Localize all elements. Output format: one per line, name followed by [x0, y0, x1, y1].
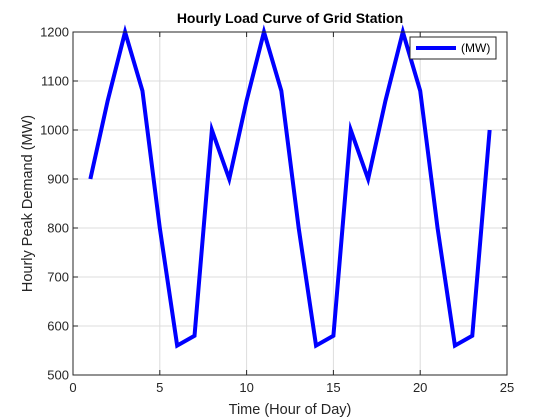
- y-tick-label: 700: [47, 270, 69, 285]
- y-tick-label: 1200: [40, 25, 69, 40]
- legend: (MW): [409, 36, 497, 60]
- series-line: [88, 24, 492, 349]
- series-layer: [88, 24, 492, 349]
- x-tick-label: 15: [326, 380, 340, 395]
- chart-title: Hourly Load Curve of Grid Station: [177, 10, 403, 26]
- y-tick-label: 600: [47, 319, 69, 334]
- x-axis-title: Time (Hour of Day): [229, 402, 352, 418]
- plot-frame: [72, 31, 508, 376]
- y-tick-label: 800: [47, 221, 69, 236]
- y-tick-label: 500: [47, 368, 69, 383]
- x-tick-label: 5: [156, 380, 163, 395]
- y-axis-title: Hourly Peak Demand (MW): [20, 115, 36, 292]
- legend-label: (MW): [461, 41, 490, 55]
- x-tick-label: 0: [69, 380, 76, 395]
- tick-labels: 0 5 10 15 20 25 500 600 700 800 900 1000 1100 1200: [40, 25, 514, 396]
- x-tick-label: 25: [500, 380, 514, 395]
- plot-area: [73, 32, 507, 375]
- y-tick-label: 900: [47, 172, 69, 187]
- x-tick-label: 10: [239, 380, 253, 395]
- axis-ticks: [72, 31, 508, 376]
- x-tick-label: 20: [413, 380, 427, 395]
- y-tick-label: 1100: [41, 74, 69, 89]
- y-tick-label: 1000: [40, 123, 69, 138]
